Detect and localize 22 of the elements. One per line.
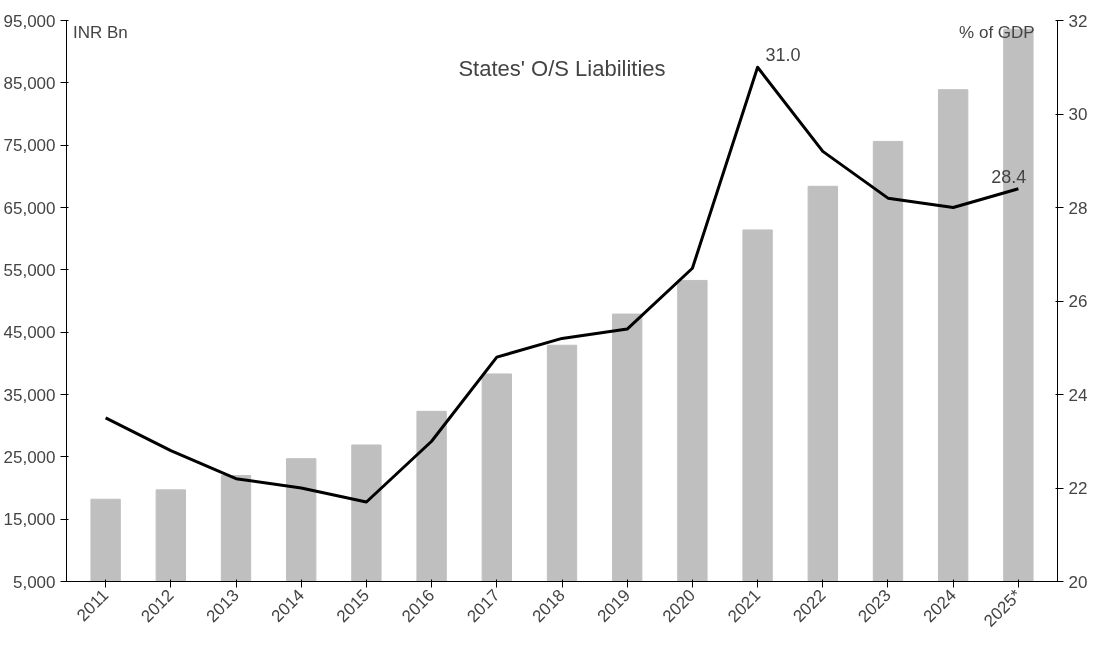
- y-tick-label: 45,000: [3, 323, 56, 343]
- y-tick-label: 35,000: [3, 385, 56, 405]
- data-label: 31.0: [765, 45, 801, 66]
- y-tick-label: 55,000: [3, 260, 56, 280]
- y2-tick-label: 28: [1068, 198, 1088, 218]
- y-tick-label: 15,000: [3, 510, 56, 530]
- y2-tick-label: 26: [1068, 292, 1088, 311]
- y-tick-label: 5,000: [12, 572, 56, 592]
- y2-tick-label: 20: [1068, 572, 1088, 592]
- y-tick-label: 85,000: [3, 73, 56, 93]
- text: States' O/S Liabilities: [458, 55, 666, 81]
- y2-axis-title: % of GDP: [959, 22, 1035, 42]
- y2-tick-label: 22: [1068, 479, 1088, 498]
- y2-tick-label: 32: [1068, 11, 1088, 31]
- y2-tick-label: 24: [1068, 385, 1088, 405]
- y-tick-label: 75,000: [3, 136, 56, 156]
- y-axis-title: INR Bn: [73, 22, 128, 42]
- y-tick-label: 25,000: [3, 447, 56, 467]
- y-tick-label: 65,000: [3, 198, 56, 218]
- data-label: 28.4: [991, 166, 1027, 187]
- y-tick-label: 95,000: [3, 11, 56, 31]
- y2-tick-label: 30: [1068, 105, 1088, 124]
